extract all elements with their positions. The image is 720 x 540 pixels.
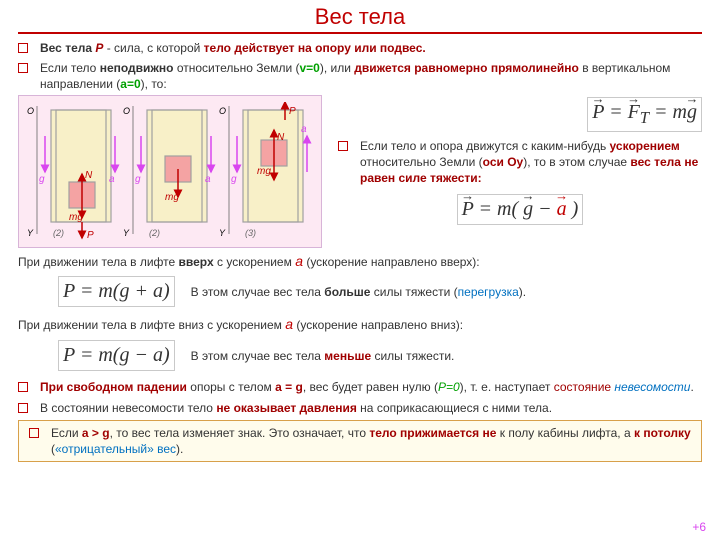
t: При движении тела в лифте вниз с ускорен…	[18, 318, 285, 332]
formula-3: P = m(g + a)	[58, 276, 175, 307]
lbl: N	[277, 132, 285, 143]
t: с ускорением	[214, 255, 296, 269]
t: Если тело и опора движутся с каким-нибуд…	[360, 139, 610, 153]
t: движется равномерно прямолинейно	[354, 61, 579, 75]
bullet-4: При свободном падении опоры с телом a = …	[18, 379, 702, 395]
t: В этом случае вес тела	[191, 285, 325, 299]
lbl: O	[219, 106, 226, 116]
formula-4: P = m(g − a)	[58, 340, 175, 371]
bullet-icon	[18, 43, 28, 53]
t: Если	[51, 426, 82, 440]
t: невесомости	[614, 380, 690, 394]
bullet-list-top: Вес тела P - сила, с которой тело действ…	[18, 40, 702, 93]
formula-2: P = m( g − a )	[457, 194, 584, 225]
t: (ускорение направлено вниз):	[293, 318, 463, 332]
bullet-icon	[18, 63, 28, 73]
t: перегрузка	[458, 285, 519, 299]
bullet-icon	[18, 403, 28, 413]
t: ), т. е. наступает	[460, 380, 554, 394]
t: Вес тела	[40, 41, 95, 55]
t: неподвижно	[100, 61, 174, 75]
t: ).	[519, 285, 526, 299]
lbl: N	[85, 170, 93, 181]
t: тело действует на опору или подвес.	[204, 41, 426, 55]
lbl: mg	[165, 192, 179, 203]
bottom-note: Если a > g, то вес тела изменяет знак. Э…	[18, 420, 702, 462]
t: , вес будет равен нулю (	[303, 380, 438, 394]
lbl: O	[123, 106, 130, 116]
bullet-list-mid: При свободном падении опоры с телом a = …	[18, 379, 702, 415]
bullet-3: Если тело и опора движутся с каким-нибуд…	[338, 138, 702, 187]
t: на соприкасающиеся с ними тела.	[357, 401, 552, 415]
lbl: Y	[219, 228, 226, 238]
bullet-icon	[18, 382, 28, 392]
t: a	[285, 316, 293, 332]
bullet-1: Вес тела P - сила, с которой тело действ…	[18, 40, 702, 56]
t: не оказывает давления	[216, 401, 357, 415]
t: ), или	[320, 61, 354, 75]
t: (ускорение направлено вверх):	[303, 255, 480, 269]
t: ).	[176, 442, 183, 456]
bullet-icon	[29, 428, 39, 438]
lbl: O	[27, 106, 34, 116]
bullet-2: Если тело неподвижно относительно Земли …	[18, 60, 702, 92]
t: «отрицательный» вес	[55, 442, 176, 456]
t: вверх	[179, 255, 214, 269]
t: оси Oy	[483, 155, 524, 169]
diagram-panel: O Y mg N P g a (2)	[18, 95, 322, 248]
t: относительно Земли (	[360, 155, 483, 169]
t: При свободном падении	[40, 380, 187, 394]
lbl: Y	[123, 228, 130, 238]
t: a > g	[82, 426, 110, 440]
lbl: (2)	[53, 228, 64, 238]
t: - сила, с которой	[103, 41, 203, 55]
lbl: g	[135, 174, 141, 185]
t: При движении тела в лифте	[18, 255, 179, 269]
t: состояние	[554, 380, 615, 394]
para-up: При движении тела в лифте вверх с ускоре…	[18, 252, 702, 271]
t: P=0	[438, 380, 460, 394]
bullet-icon	[338, 141, 348, 151]
t: тело прижимается не	[369, 426, 496, 440]
t: v=0	[300, 61, 320, 75]
t: .	[690, 380, 693, 394]
t: к полу кабины лифта, а	[496, 426, 634, 440]
t: a	[295, 253, 303, 269]
bullet-5: В состоянии невесомости тело не оказывае…	[18, 400, 702, 416]
t: ), то:	[141, 77, 167, 91]
lbl: g	[39, 174, 45, 185]
t: ускорением	[610, 139, 680, 153]
t: силы тяжести (	[370, 285, 457, 299]
t: относительно Земли (	[174, 61, 300, 75]
t: Если тело	[40, 61, 100, 75]
t: ), то в этом случае	[523, 155, 630, 169]
t: а=0	[120, 77, 140, 91]
formula-1: P = FT = mg	[587, 97, 702, 132]
t: a = g	[275, 380, 303, 394]
t: силы тяжести.	[371, 349, 454, 363]
lbl: mg	[69, 212, 83, 223]
slide-title: Вес тела	[18, 4, 702, 34]
t: В этом случае вес тела	[191, 349, 325, 363]
diagram-svg: O Y mg N P g a (2)	[25, 102, 315, 242]
slide-number: +6	[692, 520, 706, 534]
t: больше	[324, 285, 370, 299]
t: , то вес тела изменяет знак. Это означае…	[110, 426, 370, 440]
lbl: g	[231, 174, 237, 185]
t: меньше	[324, 349, 371, 363]
lbl: a	[205, 174, 211, 185]
t: к потолку	[634, 426, 691, 440]
lbl: (3)	[245, 228, 256, 238]
lbl: P	[289, 106, 296, 117]
lbl: Y	[27, 228, 34, 238]
lbl: (2)	[149, 228, 160, 238]
t: В состоянии невесомости тело	[40, 401, 216, 415]
lbl: mg	[257, 166, 271, 177]
para-down: При движении тела в лифте вниз с ускорен…	[18, 315, 702, 334]
t: опоры с телом	[187, 380, 275, 394]
lbl: a	[301, 124, 307, 135]
lbl: P	[87, 230, 94, 241]
lbl: a	[109, 174, 115, 185]
